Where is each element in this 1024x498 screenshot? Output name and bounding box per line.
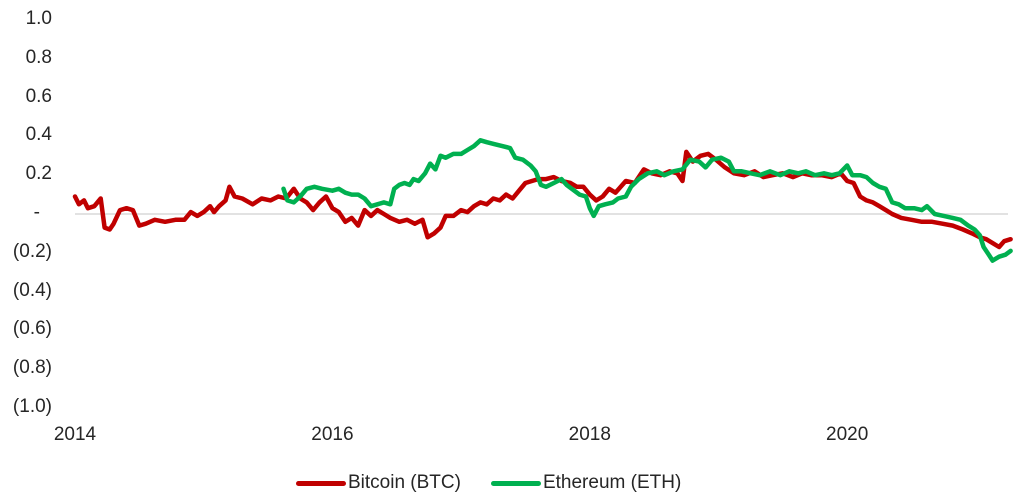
series-line-eth: [281, 138, 1013, 263]
y-tick-label: (0.4): [12, 279, 52, 301]
series-group: [72, 138, 1013, 263]
legend: Bitcoin (BTC) Ethereum (ETH): [296, 472, 711, 494]
legend-label-eth: Ethereum (ETH): [542, 472, 682, 493]
legend-item-eth[interactable]: Ethereum (ETH): [490, 472, 682, 494]
y-tick-label: (0.6): [12, 318, 52, 340]
y-tick-label: 0.6: [25, 85, 52, 107]
x-tick-label: 2014: [53, 424, 97, 445]
y-tick-label: 0.2: [25, 163, 52, 185]
legend-label-btc: Bitcoin (BTC): [348, 472, 461, 493]
legend-swatch-btc-icon: [296, 480, 346, 486]
legend-item-btc[interactable]: Bitcoin (BTC): [296, 472, 461, 494]
y-tick-label: 0.4: [25, 124, 52, 146]
y-tick-label: (0.2): [12, 240, 52, 262]
x-tick-label: 2020: [826, 424, 869, 445]
y-tick-label: 1.0: [25, 8, 52, 29]
y-tick-label: -: [33, 202, 40, 223]
series-line-btc: [72, 149, 1013, 250]
x-tick-label: 2016: [311, 424, 354, 445]
y-tick-label: (0.8): [12, 357, 52, 379]
legend-swatch-eth-icon: [490, 480, 541, 486]
y-tick-label: 0.8: [25, 46, 52, 68]
x-tick-label: 2018: [568, 424, 611, 445]
y-tick-label: (1.0): [12, 396, 52, 417]
